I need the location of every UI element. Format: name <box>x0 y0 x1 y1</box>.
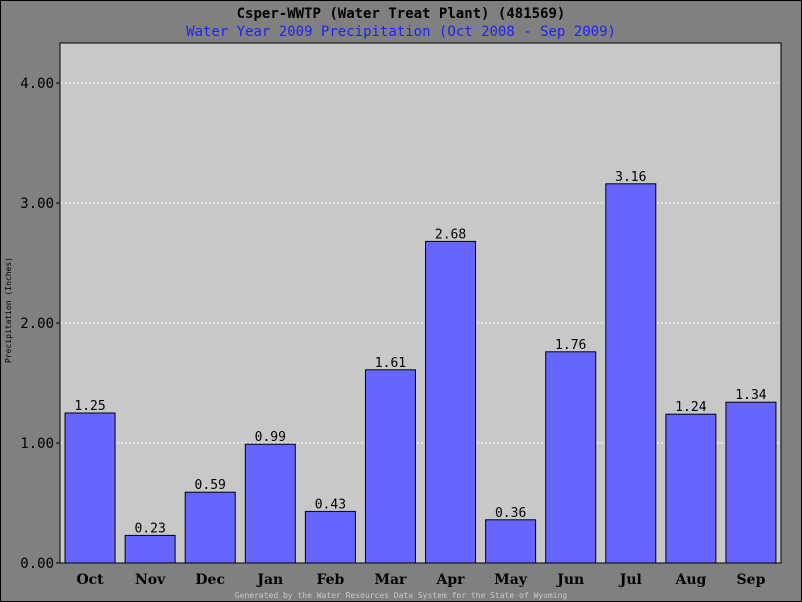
data-label: 1.24 <box>675 400 706 415</box>
y-axis: 0.00 1.00 2.00 3.00 4.00 <box>20 76 60 572</box>
bar-jun <box>545 351 597 564</box>
x-tick-label: Apr <box>436 572 466 588</box>
y-tick-label: 2.00 <box>20 316 54 332</box>
data-label: 2.68 <box>435 227 466 242</box>
y-axis-label: Precipitation (Inches) <box>4 257 13 363</box>
x-tick-label: Nov <box>135 572 166 588</box>
data-label: 0.59 <box>195 478 226 493</box>
bar-feb <box>304 510 356 564</box>
plot-area <box>59 42 782 564</box>
x-tick-label: Dec <box>195 572 225 588</box>
data-label: 3.16 <box>615 170 646 185</box>
bar-apr <box>425 240 477 564</box>
bar-nov <box>124 534 176 564</box>
bar-oct <box>64 412 116 564</box>
data-label: 0.36 <box>495 506 526 521</box>
bars: 1.25 0.23 0.59 0.99 0.43 1.61 2.68 0.36 1.76 3.16… <box>64 170 777 564</box>
x-axis: Oct Nov Dec Jan Feb Mar Apr May Jun Jul Aug Sep <box>76 572 765 588</box>
bar-may <box>485 519 537 564</box>
x-tick-label: May <box>494 572 528 588</box>
bar-sep <box>725 401 777 564</box>
y-tick-label: 3.00 <box>20 196 54 212</box>
x-tick-label: Oct <box>76 572 104 588</box>
chart-subtitle: Water Year 2009 Precipitation (Oct 2008 … <box>186 24 616 40</box>
bar-aug <box>665 413 717 564</box>
bar-jan <box>244 443 296 564</box>
data-label: 0.23 <box>134 521 165 536</box>
y-tick-label: 4.00 <box>20 76 54 92</box>
x-tick-label: Feb <box>316 572 344 588</box>
chart-title: Csper-WWTP (Water Treat Plant) (481569) <box>236 6 566 22</box>
data-label: 1.25 <box>74 399 105 414</box>
data-label: 1.76 <box>555 338 586 353</box>
x-tick-label: Mar <box>374 572 407 588</box>
x-tick-label: Jun <box>555 572 584 588</box>
x-tick-label: Sep <box>737 572 766 588</box>
x-tick-label: Aug <box>674 572 706 588</box>
y-tick-label: 1.00 <box>20 436 54 452</box>
footer-credit: Generated by the Water Resources Data Sy… <box>234 591 568 600</box>
data-label: 1.61 <box>375 356 406 371</box>
bar-dec <box>184 491 236 564</box>
data-label: 0.99 <box>255 430 286 445</box>
x-tick-label: Jul <box>618 572 642 588</box>
data-label: 1.34 <box>735 388 766 403</box>
bar-mar <box>364 369 416 564</box>
data-label: 0.43 <box>315 497 346 512</box>
x-tick-label: Jan <box>255 572 283 588</box>
y-tick-label: 0.00 <box>20 556 54 572</box>
bar-jul <box>605 183 657 564</box>
